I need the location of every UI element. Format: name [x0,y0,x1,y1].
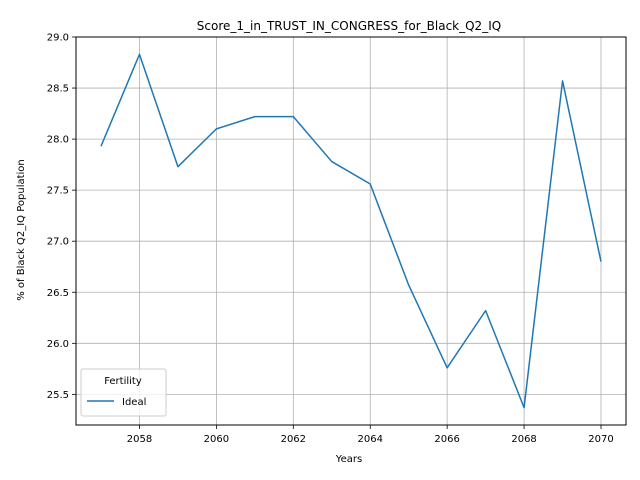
x-tick-label: 2066 [434,434,459,445]
y-tick-label: 28.5 [47,84,69,95]
series-layer [100,53,602,409]
x-axis-label: Years [335,454,362,465]
plot-frame [75,36,627,426]
y-tick-label: 27.5 [47,186,69,197]
x-tick-label: 2070 [588,434,613,445]
legend-label-ideal: Ideal [122,397,146,408]
x-tick-label: 2058 [127,434,152,445]
legend-box [80,368,167,417]
y-axis-label: % of Black Q2_IQ Population [16,159,27,301]
x-tick-label: 2062 [281,434,306,445]
legend-title: Fertility [104,376,142,387]
y-tick-label: 27.0 [47,237,69,248]
series-line-ideal [100,53,602,409]
y-tick-label: 25.5 [47,390,69,401]
y-tick-label: 29.0 [47,33,69,44]
x-tick-label: 2064 [358,434,383,445]
legend: Fertility Ideal [80,368,167,417]
y-tick-label: 26.0 [47,339,69,350]
chart-title: Score_1_in_TRUST_IN_CONGRESS_for_Black_Q… [197,19,501,33]
x-tick-label: 2060 [204,434,229,445]
x-tick-label: 2068 [511,434,536,445]
x-axis-ticks: 2058 2060 2062 2064 2066 2068 2070 [127,425,614,445]
y-tick-label: 26.5 [47,288,69,299]
y-tick-label: 28.0 [47,135,69,146]
y-axis-ticks: 25.5 26.0 26.5 27.0 27.5 28.0 28.5 29.0 [47,33,76,401]
